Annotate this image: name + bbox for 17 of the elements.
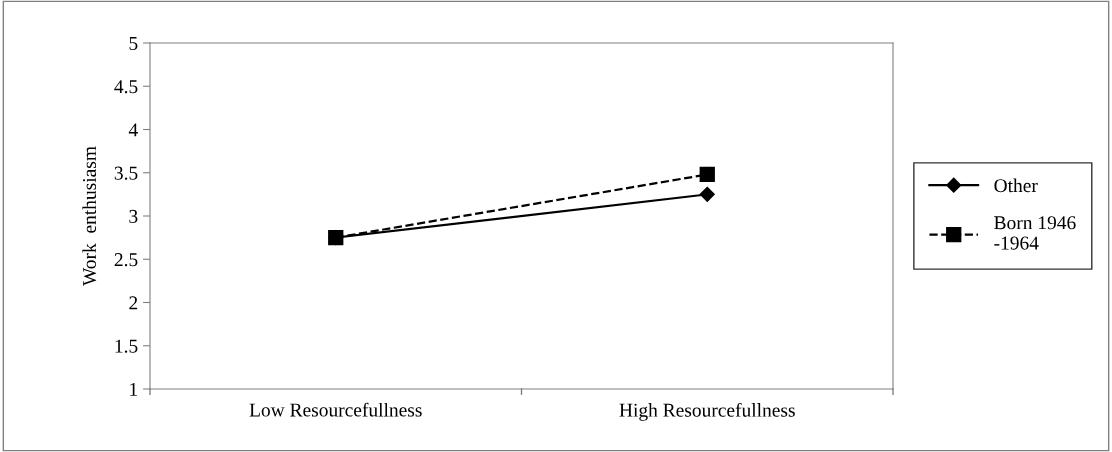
point <box>699 186 715 202</box>
y-tick-label: 5 <box>129 37 138 50</box>
x-tick-label: High Resourcefullness <box>619 402 795 421</box>
point <box>699 166 715 183</box>
y-tick-label: 1.5 <box>115 339 138 353</box>
point <box>328 229 344 246</box>
legend-label: Born 1946 -1964 <box>994 216 1076 250</box>
y-tick-label: 4.5 <box>114 80 138 94</box>
y-axis-title: Work enthusiasm <box>82 146 97 286</box>
x-tick-label: Low Resourcefullness <box>249 402 422 417</box>
y-tick-label: 4 <box>128 123 138 137</box>
legend-label: Other <box>994 178 1038 193</box>
y-tick-label: 1 <box>130 382 138 396</box>
y-tick-label: 2 <box>129 296 138 310</box>
y-tick-label: 3.5 <box>114 166 138 180</box>
y-tick-label: 3 <box>129 209 138 223</box>
y-tick-label: 2.5 <box>114 253 138 267</box>
